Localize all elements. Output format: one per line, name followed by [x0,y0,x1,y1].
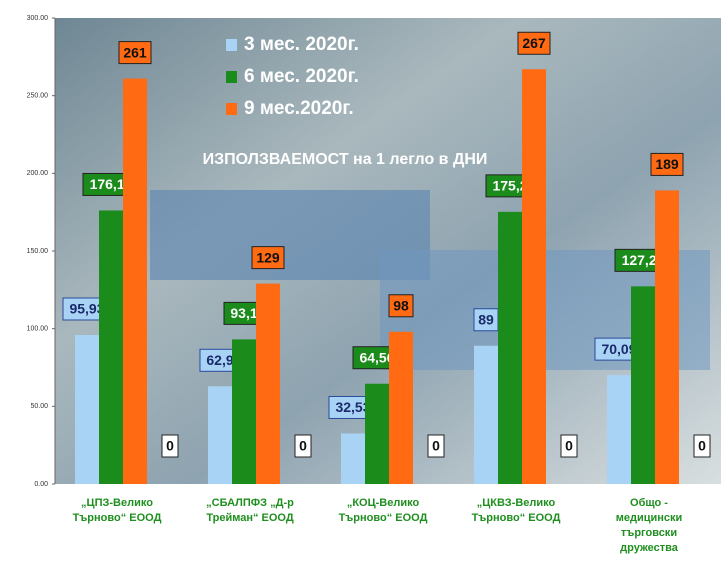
data-label: 267 [522,35,546,51]
data-label: 129 [256,249,280,265]
legend-swatch [226,39,237,51]
bar [123,78,147,484]
x-tick-label: Общо - медицински търговски дружества [615,497,683,554]
data-label-box [560,434,578,458]
data-label-box [294,434,312,458]
data-label: 0 [299,438,307,454]
legend-label: 3 мес. 2020г. [244,34,359,55]
bar [389,331,413,484]
y-tick-label: 150.00 [27,248,49,255]
legend-swatch [226,103,237,115]
data-label-box [427,434,445,458]
data-label: 32,53 [335,399,370,415]
data-label-box [251,246,285,270]
legend-swatch [226,71,237,83]
bar [631,286,655,484]
data-label-box [650,152,684,176]
data-label-box [693,434,711,458]
data-label: 0 [432,438,440,454]
data-label: 176,10 [90,176,133,192]
data-label-box [118,41,152,65]
bar [474,345,498,484]
y-tick-label: 100.00 [27,326,49,333]
x-tick-label: „ЦКВЗ-Велико Търново“ ЕООД [471,497,561,524]
data-label: 62,9 [206,352,233,368]
data-label: 0 [166,438,174,454]
data-label: 0 [565,438,573,454]
chart-title: ИЗПОЛЗВАЕМОСТ на 1 легло в ДНИ [203,151,488,168]
bar [655,190,679,485]
data-label: 127,24 [622,252,665,268]
y-tick-label: 300.00 [27,15,49,22]
legend-label: 9 мес.2020г. [244,98,354,119]
data-label: 261 [123,44,147,60]
data-label: 93,1 [230,305,257,321]
bar [75,334,99,484]
data-label: 175,2 [492,178,527,194]
y-tick-label: 200.00 [27,170,49,177]
bar [522,69,546,484]
data-label: 70,09 [601,341,636,357]
bar [341,433,365,484]
data-label: 0 [698,438,706,454]
data-label-box [517,31,551,55]
bar [232,339,256,484]
bar [99,210,123,484]
data-label: 95,93 [69,301,104,317]
data-label: 89 [478,311,494,327]
bar [365,383,389,484]
bar [208,386,232,484]
bar [498,211,522,484]
x-tick-label: „КОЦ-Велико Търново“ ЕООД [338,497,428,524]
y-tick-label: 250.00 [27,93,49,100]
x-tick-label: „СБАЛПФЗ „Д-р Трейман“ ЕООД [206,497,294,524]
y-tick-label: 0.00 [34,481,48,488]
data-label: 189 [655,156,679,172]
y-tick-label: 50.00 [30,403,48,410]
data-label: 64,56 [359,349,394,365]
data-label: 98 [393,297,409,313]
bar [256,283,280,484]
x-tick-label: „ЦПЗ-Велико Търново“ ЕООД [72,497,162,524]
data-label-box [161,434,179,458]
legend-label: 6 мес. 2020г. [244,66,359,87]
bar [607,375,631,484]
data-label-box [388,294,414,318]
